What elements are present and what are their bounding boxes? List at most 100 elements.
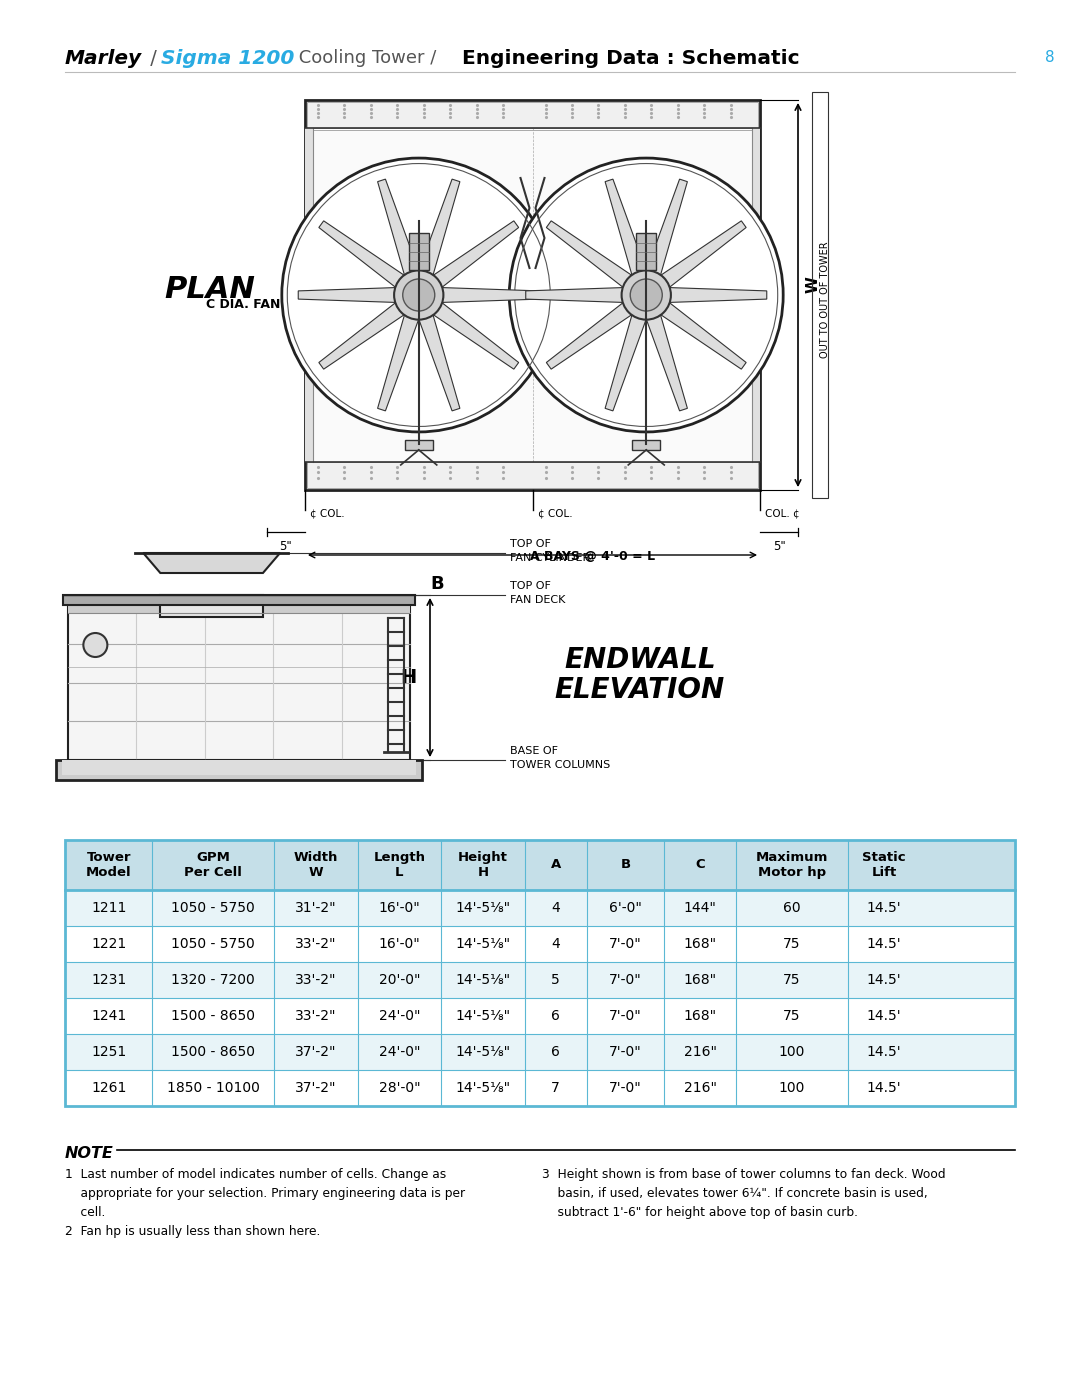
Text: 1241: 1241 xyxy=(91,1009,126,1023)
Text: W: W xyxy=(806,277,821,293)
Text: 7'-0": 7'-0" xyxy=(609,972,642,988)
Bar xyxy=(65,963,1015,997)
Text: 14.5': 14.5' xyxy=(866,901,901,915)
Polygon shape xyxy=(642,288,746,369)
Text: 144": 144" xyxy=(684,901,716,915)
Polygon shape xyxy=(526,286,646,303)
Text: 16'-0": 16'-0" xyxy=(378,901,420,915)
Text: B: B xyxy=(430,576,444,592)
Circle shape xyxy=(403,279,435,312)
Text: 14'-5⅛": 14'-5⅛" xyxy=(456,972,511,988)
Text: 7'-0": 7'-0" xyxy=(609,1081,642,1095)
Text: TOP OF: TOP OF xyxy=(510,581,551,591)
Text: Cooling Tower /: Cooling Tower / xyxy=(293,49,436,67)
Text: Static
Lift: Static Lift xyxy=(862,851,906,879)
Text: C DIA. FAN: C DIA. FAN xyxy=(205,299,280,312)
Text: 14.5': 14.5' xyxy=(866,1045,901,1059)
Text: Tower
Model: Tower Model xyxy=(86,851,132,879)
Polygon shape xyxy=(419,286,539,303)
Bar xyxy=(307,102,758,129)
Polygon shape xyxy=(319,221,423,302)
Text: 28'-0": 28'-0" xyxy=(379,1081,420,1095)
Text: Marley: Marley xyxy=(65,49,143,67)
Text: H: H xyxy=(400,668,416,687)
Text: 168": 168" xyxy=(684,1009,717,1023)
Bar xyxy=(65,840,1015,1106)
Text: ¢ COL.: ¢ COL. xyxy=(538,509,572,518)
Text: Sigma 1200: Sigma 1200 xyxy=(161,49,295,67)
Text: 37'-2": 37'-2" xyxy=(295,1045,337,1059)
Text: Height
H: Height H xyxy=(458,851,508,879)
Text: ENDWALL: ENDWALL xyxy=(564,645,716,673)
Bar xyxy=(65,890,1015,926)
Text: 14'-5⅛": 14'-5⅛" xyxy=(456,937,511,951)
Bar xyxy=(307,462,758,488)
Text: ELEVATION: ELEVATION xyxy=(555,676,725,704)
Text: ¢ COL.: ¢ COL. xyxy=(310,509,345,518)
Polygon shape xyxy=(642,221,746,302)
Text: Engineering Data : Schematic: Engineering Data : Schematic xyxy=(455,49,799,67)
Bar xyxy=(812,92,828,497)
Text: 14.5': 14.5' xyxy=(866,972,901,988)
Text: BASE OF: BASE OF xyxy=(510,746,558,756)
Bar xyxy=(65,1034,1015,1070)
Bar xyxy=(65,926,1015,963)
Text: 8: 8 xyxy=(1045,50,1055,66)
Text: Width
W: Width W xyxy=(294,851,338,879)
Text: 31'-2": 31'-2" xyxy=(295,901,337,915)
Polygon shape xyxy=(414,221,518,302)
Circle shape xyxy=(83,633,107,657)
Polygon shape xyxy=(605,179,654,298)
Text: Maximum
Motor hp: Maximum Motor hp xyxy=(756,851,828,879)
Text: 7'-0": 7'-0" xyxy=(609,1045,642,1059)
Text: 100: 100 xyxy=(779,1081,805,1095)
Text: 14.5': 14.5' xyxy=(866,1009,901,1023)
Polygon shape xyxy=(546,288,651,369)
Bar xyxy=(405,440,433,450)
Polygon shape xyxy=(298,286,419,303)
Text: 1500 - 8650: 1500 - 8650 xyxy=(172,1009,255,1023)
Bar xyxy=(68,605,410,613)
Bar xyxy=(65,997,1015,1034)
Text: 1221: 1221 xyxy=(91,937,126,951)
Text: 16'-0": 16'-0" xyxy=(378,937,420,951)
Text: 1850 - 10100: 1850 - 10100 xyxy=(166,1081,259,1095)
Polygon shape xyxy=(319,288,423,369)
Bar xyxy=(160,595,262,617)
Text: 216": 216" xyxy=(684,1045,716,1059)
Bar xyxy=(752,129,760,462)
Text: 14.5': 14.5' xyxy=(866,937,901,951)
Text: 1231: 1231 xyxy=(91,972,126,988)
Text: 6: 6 xyxy=(551,1009,561,1023)
Polygon shape xyxy=(378,292,427,411)
Text: 14'-5⅛": 14'-5⅛" xyxy=(456,1009,511,1023)
Text: 1211: 1211 xyxy=(91,901,126,915)
Text: 6: 6 xyxy=(551,1045,561,1059)
Bar xyxy=(62,760,416,775)
Bar xyxy=(65,840,1015,890)
Text: 20'-0": 20'-0" xyxy=(379,972,420,988)
Text: 7'-0": 7'-0" xyxy=(609,937,642,951)
Text: GPM
Per Cell: GPM Per Cell xyxy=(185,851,242,879)
Text: PLAN: PLAN xyxy=(164,275,256,305)
Polygon shape xyxy=(414,288,518,369)
Text: 7: 7 xyxy=(551,1081,561,1095)
Text: 1251: 1251 xyxy=(91,1045,126,1059)
Polygon shape xyxy=(410,292,460,411)
Text: B: B xyxy=(620,859,631,872)
Text: FAN DECK: FAN DECK xyxy=(510,595,565,605)
Bar xyxy=(632,440,660,450)
Text: 1  Last number of model indicates number of cells. Change as
    appropriate for: 1 Last number of model indicates number … xyxy=(65,1168,465,1238)
Polygon shape xyxy=(638,179,687,298)
Circle shape xyxy=(510,158,783,432)
Text: FAN CYLINDER: FAN CYLINDER xyxy=(510,553,591,563)
Text: 5": 5" xyxy=(280,541,293,553)
Text: 14.5': 14.5' xyxy=(866,1081,901,1095)
Text: 1500 - 8650: 1500 - 8650 xyxy=(172,1045,255,1059)
Text: 1320 - 7200: 1320 - 7200 xyxy=(172,972,255,988)
Text: 33'-2": 33'-2" xyxy=(295,937,337,951)
Text: 7'-0": 7'-0" xyxy=(609,1009,642,1023)
Text: Length
L: Length L xyxy=(374,851,426,879)
Text: 37'-2": 37'-2" xyxy=(295,1081,337,1095)
Text: 5: 5 xyxy=(551,972,561,988)
